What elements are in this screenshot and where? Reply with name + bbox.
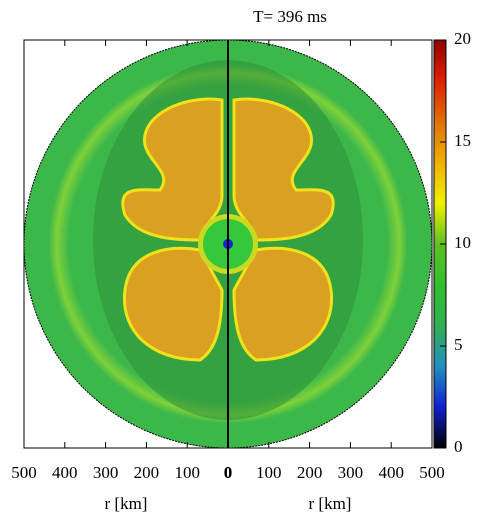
x-tick-label: 500	[419, 463, 445, 482]
x-tick-label: 100	[174, 463, 200, 482]
x-axis-label: r [km]	[309, 494, 352, 513]
x-tick-label: 200	[297, 463, 323, 482]
x-tick-label: 0	[224, 463, 233, 482]
x-tick-label: 100	[256, 463, 282, 482]
x-tick-label: 300	[93, 463, 119, 482]
x-tick-label: 200	[134, 463, 160, 482]
x-tick-label: 0	[224, 463, 233, 482]
heatmap-image	[23, 39, 433, 449]
x-tick-label: 500	[11, 463, 37, 482]
colorbar-tick-label: 5	[454, 335, 463, 354]
x-tick-label: 400	[378, 463, 404, 482]
x-axis-label: r [km]	[105, 494, 148, 513]
x-tick-label: 300	[338, 463, 364, 482]
colorbar-tick-label: 15	[454, 131, 471, 150]
chart-title: T= 396 ms	[253, 7, 327, 26]
colorbar-tick-label: 0	[454, 437, 463, 456]
x-tick-label: 400	[52, 463, 78, 482]
colorbar-tick-label: 20	[454, 29, 471, 48]
colorbar-tick-label: 10	[454, 233, 471, 252]
